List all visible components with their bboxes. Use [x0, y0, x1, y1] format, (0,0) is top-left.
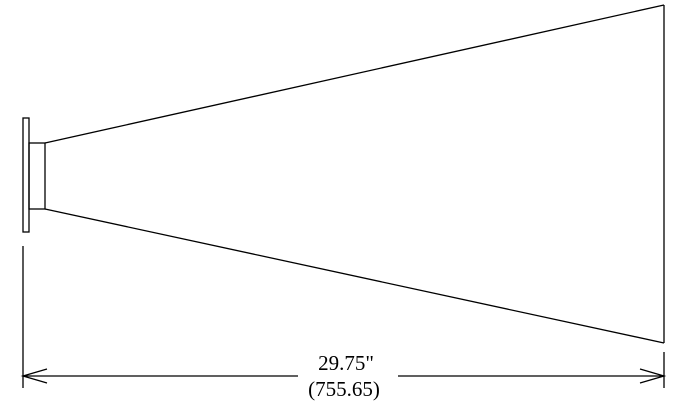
- throat-section: [28, 142, 46, 210]
- flange-plate: [22, 117, 30, 233]
- horn-top-edge: [44, 4, 665, 144]
- horn-bottom-edge: [44, 208, 665, 344]
- arrowhead-right: [639, 368, 667, 384]
- dimension-imperial: 29.75": [318, 351, 374, 375]
- dimension-metric: (755.65): [308, 377, 380, 401]
- arrowhead-left: [20, 368, 48, 384]
